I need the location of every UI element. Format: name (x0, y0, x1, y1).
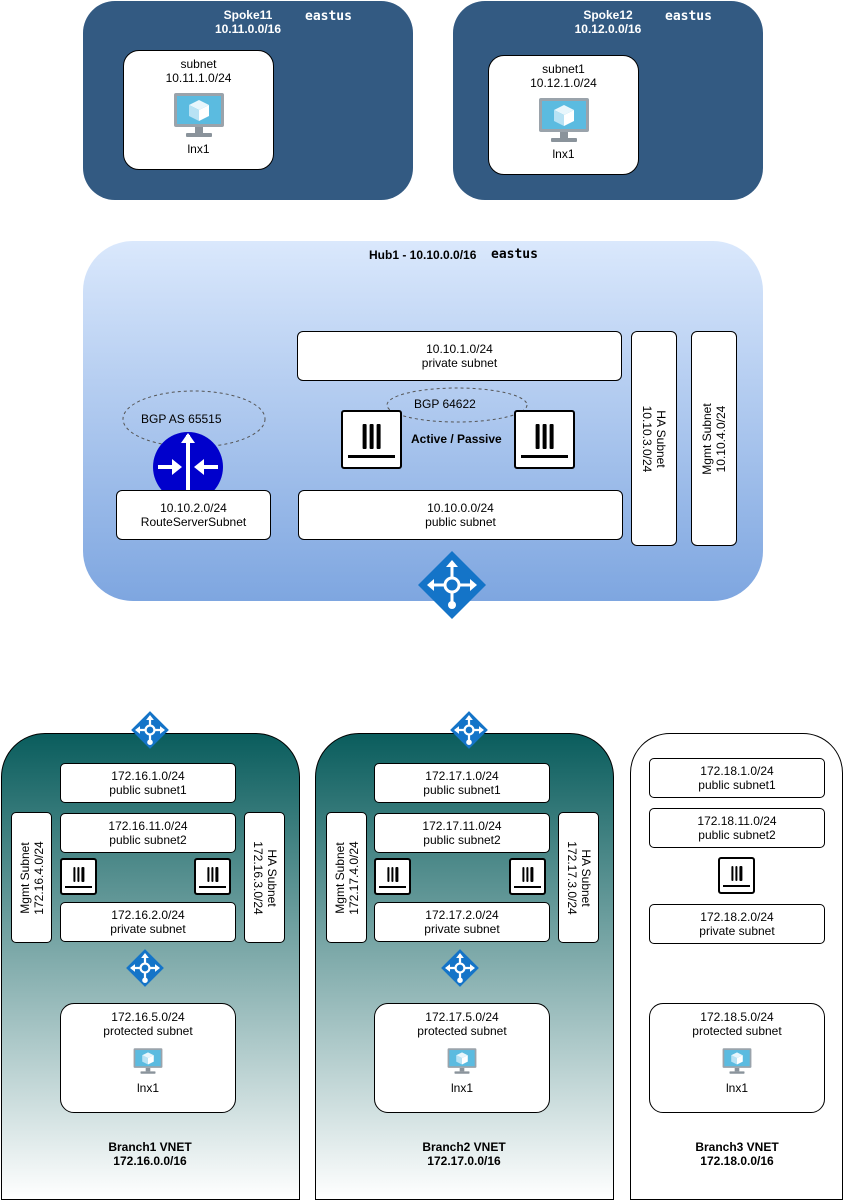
hub-ha-subnet: HA Subnet 10.10.3.0/24 (631, 331, 677, 546)
spoke12-region: eastus (665, 9, 712, 24)
branch2-title: Branch2 VNET 172.17.0.0/16 (422, 1140, 506, 1168)
vnet-gateway-icon (441, 949, 479, 987)
branch3-vnet (630, 733, 843, 1200)
vm-icon (722, 1048, 752, 1074)
branch1-public-subnet2: 172.16.11.0/24 public subnet2 (60, 813, 236, 853)
hub-mgmt-subnet: Mgmt Subnet 10.10.4.0/24 (691, 331, 737, 546)
spoke12-subnet: subnet1 10.12.1.0/24 lnx1 (488, 55, 639, 175)
vnet-gateway-icon (418, 551, 486, 619)
branch3-vm-label: lnx1 (725, 1081, 748, 1095)
bgp-route-server-ellipse (122, 390, 266, 448)
branch3-public-subnet1: 172.18.1.0/24 public subnet1 (649, 758, 825, 798)
vm-icon (538, 98, 589, 142)
branch1-mgmt-subnet: Mgmt Subnet 172.16.4.0/24 (11, 812, 52, 943)
firewall-icon (194, 858, 231, 895)
vm-icon (173, 93, 224, 137)
branch1-public-subnet1: 172.16.1.0/24 public subnet1 (60, 763, 236, 803)
vm-icon (133, 1048, 163, 1074)
vnet-gateway-icon (131, 711, 169, 749)
bgp-fw-ellipse (386, 387, 528, 423)
branch3-public-subnet2: 172.18.11.0/24 public subnet2 (649, 808, 825, 848)
bgp-fw-label: BGP 64622 (414, 397, 476, 411)
spoke12-vm-label: lnx1 (552, 147, 575, 161)
vm-icon (447, 1048, 477, 1074)
spoke11-title: Spoke11 10.11.0.0/16 (214, 8, 282, 36)
branch2-protected-subnet: 172.17.5.0/24 protected subnet lnx1 (374, 1003, 550, 1113)
route-server-subnet: 10.10.2.0/24 RouteServerSubnet (116, 490, 271, 540)
branch2-private-subnet: 172.17.2.0/24 private subnet (374, 902, 550, 942)
branch2-ha-subnet: HA Subnet 172.17.3.0/24 (558, 812, 599, 943)
hub-title: Hub1 - 10.10.0.0/16 (369, 248, 477, 262)
branch1-title: Branch1 VNET 172.16.0.0/16 (108, 1140, 192, 1168)
spoke11-region: eastus (305, 9, 352, 24)
firewall-icon (514, 410, 575, 469)
firewall-icon (509, 858, 546, 895)
route-server-icon (153, 432, 223, 502)
branch3-protected-subnet: 172.18.5.0/24 protected subnet lnx1 (649, 1003, 825, 1113)
firewall-icon (60, 858, 97, 895)
branch1-vm-label: lnx1 (136, 1081, 159, 1095)
firewall-icon (341, 410, 402, 469)
bgp-route-server-label: BGP AS 65515 (141, 412, 222, 426)
branch2-public-subnet2: 172.17.11.0/24 public subnet2 (374, 813, 550, 853)
branch1-private-subnet: 172.16.2.0/24 private subnet (60, 902, 236, 942)
branch1-protected-subnet: 172.16.5.0/24 protected subnet lnx1 (60, 1003, 236, 1113)
branch2-public-subnet1: 172.17.1.0/24 public subnet1 (374, 763, 550, 803)
firewall-icon (374, 858, 411, 895)
branch1-ha-subnet: HA Subnet 172.16.3.0/24 (244, 812, 285, 943)
spoke11-vnet: Spoke11 10.11.0.0/16 eastus subnet 10.11.… (83, 1, 413, 200)
spoke11-vm-label: lnx1 (187, 142, 210, 156)
hub-private-subnet: 10.10.1.0/24 private subnet (297, 331, 622, 381)
branch3-title: Branch3 VNET 172.18.0.0/16 (695, 1140, 779, 1168)
branch2-vm-label: lnx1 (450, 1081, 473, 1095)
firewall-icon (718, 857, 755, 894)
branch2-mgmt-subnet: Mgmt Subnet 172.17.4.0/24 (326, 812, 367, 943)
spoke12-title: Spoke12 10.12.0.0/16 (574, 8, 642, 36)
hub-region: eastus (491, 247, 538, 262)
branch3-private-subnet: 172.18.2.0/24 private subnet (649, 904, 825, 944)
vnet-gateway-icon (450, 711, 488, 749)
spoke11-subnet: subnet 10.11.1.0/24 lnx1 (123, 50, 274, 170)
spoke12-vnet: Spoke12 10.12.0.0/16 eastus subnet1 10.12… (453, 1, 763, 200)
fw-mode-label: Active / Passive (411, 432, 502, 446)
hub-public-subnet: 10.10.0.0/24 public subnet (298, 490, 623, 540)
vnet-gateway-icon (126, 949, 164, 987)
